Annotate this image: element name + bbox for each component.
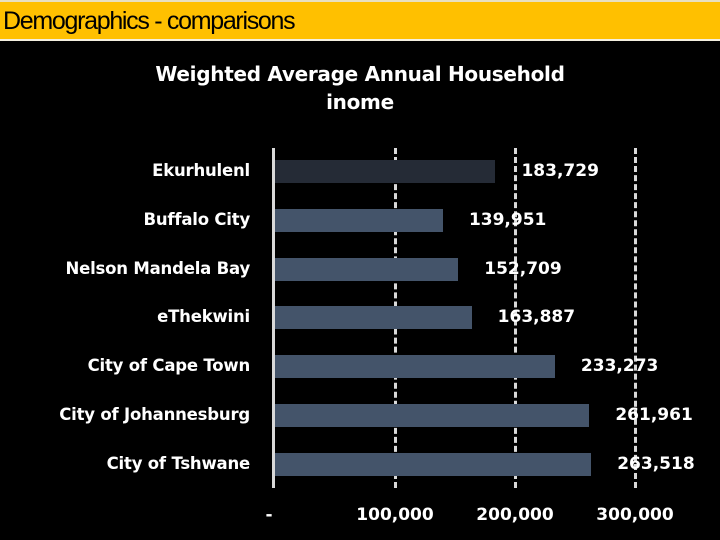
bar	[275, 208, 443, 232]
category-label: City of Cape Town	[87, 356, 251, 376]
data-label: 163,887	[497, 307, 576, 328]
y-axis-line	[272, 148, 275, 488]
bar	[275, 355, 555, 379]
x-tick-label: 100,000	[356, 505, 434, 525]
chart-title-line-2: inome	[326, 90, 394, 114]
bar	[275, 306, 472, 330]
bar	[275, 257, 459, 281]
data-label: 183,729	[521, 161, 599, 181]
slide-header: Demographics - comparisons	[0, 0, 720, 39]
data-label: 139,951	[468, 209, 547, 230]
bar	[275, 452, 592, 476]
gridline	[633, 148, 637, 488]
x-tick-label: 300,000	[596, 505, 674, 525]
data-label: 233,273	[580, 356, 659, 377]
data-label: 261,961	[615, 405, 693, 425]
slide-title: Demographics - comparisons	[3, 7, 296, 35]
gridline	[513, 148, 517, 488]
x-tick-label: -	[265, 505, 273, 525]
x-tick-label: 200,000	[476, 505, 554, 525]
category-label: eThekwini	[157, 307, 250, 327]
category-label: City of Tshwane	[106, 453, 251, 473]
bar	[275, 404, 590, 427]
header-divider	[0, 39, 720, 41]
data-label: 263,518	[617, 453, 695, 474]
category-label: Nelson Mandela Bay	[65, 258, 251, 278]
data-label: 152,709	[484, 258, 562, 279]
bar	[275, 160, 496, 183]
category-label: Buffalo City	[143, 209, 250, 229]
category-label: City of Johannesburg	[59, 405, 250, 424]
category-label: Ekurhulenl	[152, 161, 250, 180]
chart-title: Weighted Average Annual Household inome	[0, 60, 720, 116]
chart-title-line-1: Weighted Average Annual Household	[155, 62, 565, 86]
